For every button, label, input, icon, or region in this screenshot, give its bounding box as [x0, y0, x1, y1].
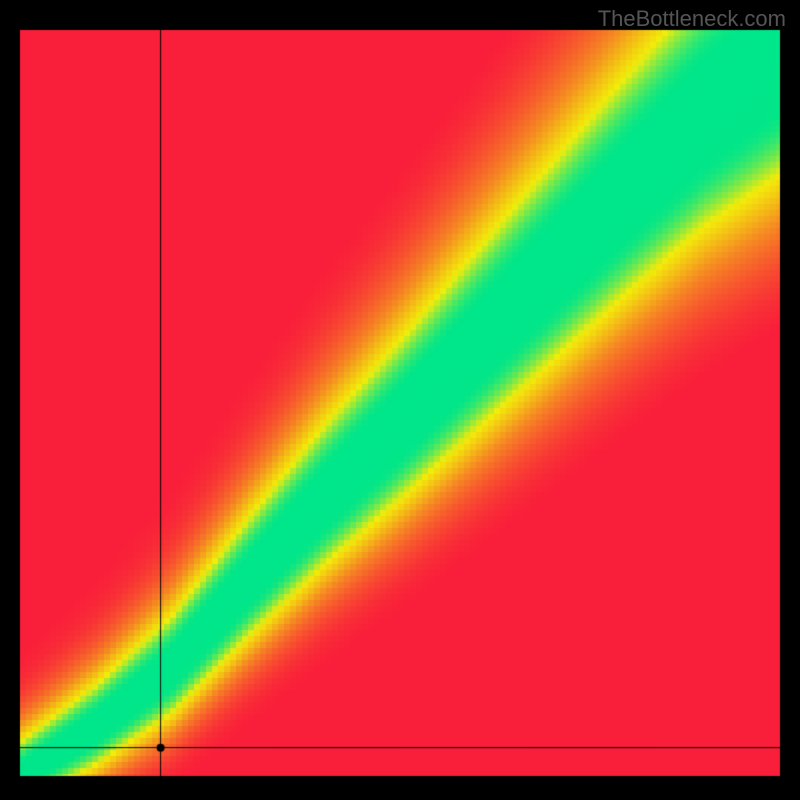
chart-container: TheBottleneck.com — [0, 0, 800, 800]
watermark-text: TheBottleneck.com — [598, 6, 786, 32]
bottleneck-heatmap-canvas — [0, 0, 800, 800]
